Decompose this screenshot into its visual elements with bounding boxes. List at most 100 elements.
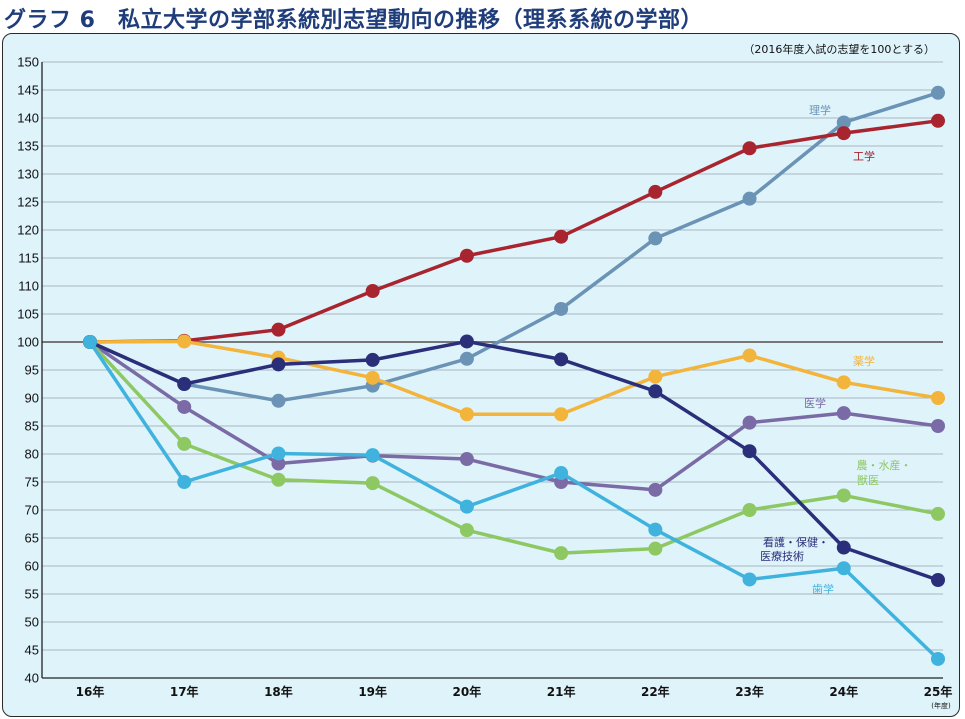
data-point — [742, 141, 757, 156]
y-tick-label: 85 — [25, 419, 39, 434]
data-point — [931, 391, 945, 405]
series-layer — [83, 85, 945, 666]
data-point — [836, 115, 851, 130]
data-point — [365, 370, 380, 385]
y-tick-label: 55 — [25, 587, 39, 602]
series-line — [88, 340, 940, 555]
chart-note: （2016年度入試の志望を100とする） — [743, 42, 935, 56]
data-point — [459, 523, 474, 538]
x-tick-label: 22年 — [641, 684, 670, 699]
data-point — [836, 375, 851, 390]
data-point — [931, 573, 945, 587]
series-label: 医療技術 — [760, 549, 804, 563]
data-point — [648, 384, 663, 399]
grid-lines — [42, 61, 943, 679]
data-point — [554, 301, 569, 316]
data-point — [271, 446, 286, 461]
x-tick-label: 25年 — [924, 684, 953, 699]
y-tick-label: 135 — [17, 139, 39, 154]
data-point — [836, 488, 851, 503]
data-point — [459, 452, 474, 467]
x-tick-label: 18年 — [264, 684, 293, 699]
data-point — [648, 369, 663, 384]
y-tick-label: 50 — [25, 615, 39, 630]
x-tick-label: 19年 — [358, 684, 387, 699]
data-point — [177, 475, 192, 489]
series-label: 医学 — [804, 396, 826, 410]
data-point — [271, 357, 286, 372]
data-point — [648, 482, 663, 497]
y-tick-label: 70 — [25, 503, 39, 518]
y-tick-label: 80 — [25, 447, 39, 462]
data-point — [931, 506, 945, 521]
data-point — [177, 377, 192, 391]
data-point — [459, 334, 474, 349]
x-axis-unit: (年度) — [931, 701, 951, 710]
data-point — [931, 85, 945, 100]
y-tick-label: 75 — [25, 475, 39, 490]
x-tick-label: 20年 — [453, 684, 482, 699]
axes: 40 45 50 55 60 65 70 75 80 85 90 95 100 105 110 115 120 1… — [17, 55, 952, 700]
y-tick-label: 45 — [25, 643, 39, 658]
series-label: 理学 — [809, 103, 831, 117]
data-point — [365, 284, 380, 299]
data-point — [648, 184, 663, 199]
data-point — [554, 546, 569, 561]
data-point — [365, 352, 380, 367]
data-point — [459, 499, 474, 514]
data-point — [554, 466, 569, 481]
data-point — [459, 351, 474, 366]
data-point — [365, 476, 380, 491]
data-point — [931, 419, 945, 433]
series-label: 歯学 — [812, 582, 834, 596]
x-tick-label: 23年 — [735, 684, 764, 699]
x-tick-label: 16年 — [76, 684, 105, 699]
series-label: 獣医 — [857, 473, 879, 487]
data-point — [459, 407, 474, 422]
data-point — [459, 248, 474, 263]
data-point — [742, 348, 757, 363]
series-label: 農・水産・ — [857, 458, 912, 472]
data-point — [648, 522, 663, 537]
series-line — [88, 119, 940, 344]
data-point — [742, 572, 757, 587]
data-point — [648, 541, 663, 556]
data-point — [836, 126, 851, 141]
series-label: 看護・保健・ — [763, 535, 829, 549]
data-point — [83, 335, 97, 349]
data-point — [365, 448, 380, 463]
data-point — [742, 503, 757, 517]
y-tick-label: 40 — [25, 671, 39, 686]
y-tick-label: 115 — [18, 251, 39, 266]
series-line — [88, 340, 940, 492]
data-point — [836, 406, 851, 421]
y-tick-label: 145 — [17, 83, 39, 98]
y-tick-label: 150 — [17, 55, 39, 70]
data-point — [177, 334, 192, 349]
data-point — [271, 322, 286, 337]
series-line — [88, 339, 940, 582]
y-tick-label: 130 — [17, 167, 39, 182]
data-point — [554, 229, 569, 244]
data-point — [742, 415, 757, 430]
y-tick-label: 120 — [17, 223, 39, 238]
data-point — [177, 399, 192, 414]
series-label: 工学 — [853, 149, 875, 163]
data-point — [931, 113, 945, 128]
data-point — [177, 436, 192, 451]
series-label: 薬学 — [853, 354, 875, 368]
data-point — [742, 444, 757, 459]
data-point — [554, 407, 569, 422]
data-point — [742, 191, 757, 206]
y-tick-label: 140 — [17, 111, 39, 126]
y-tick-label: 95 — [25, 363, 39, 378]
series-line — [88, 340, 940, 661]
series-line — [88, 339, 940, 416]
data-point — [836, 540, 851, 555]
data-point — [271, 456, 286, 471]
y-tick-label: 65 — [25, 531, 39, 546]
y-tick-label: 60 — [25, 559, 39, 574]
chart-title: グラフ 6 私立大学の学部系統別志望動向の推移（理系系統の学部） — [4, 8, 703, 33]
